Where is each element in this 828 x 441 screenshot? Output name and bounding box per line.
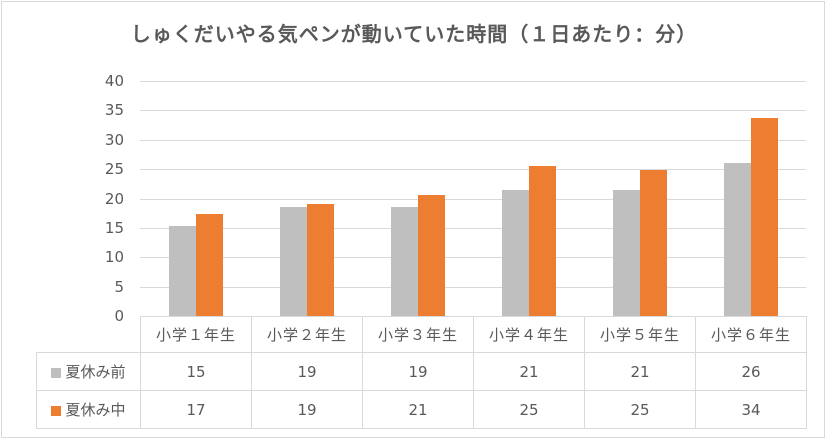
category-label: 小学１年生: [140, 316, 252, 353]
bar-during: [195, 214, 223, 316]
plot-area: [140, 81, 806, 316]
y-tick: 30: [104, 131, 124, 149]
table-cell: 26: [695, 352, 807, 391]
gridline: [140, 169, 806, 170]
bar-during: [417, 194, 445, 316]
gridline: [140, 110, 806, 111]
gridline: [140, 287, 806, 288]
gridline: [140, 81, 806, 82]
table-cell: 17: [140, 390, 252, 429]
table-cell: 25: [584, 390, 696, 429]
category-label: 小学５年生: [584, 316, 696, 353]
category-row: 小学１年生 小学２年生 小学３年生 小学４年生 小学５年生 小学６年生: [36, 316, 807, 353]
data-table: 小学１年生 小学２年生 小学３年生 小学４年生 小学５年生 小学６年生 夏休み前…: [36, 316, 807, 429]
bar-before: [723, 163, 751, 316]
y-tick: 10: [104, 248, 124, 266]
legend-entry: 夏休み中: [36, 390, 141, 429]
table-cell: 19: [251, 390, 363, 429]
table-cell: 19: [251, 352, 363, 391]
series-row-during: 夏休み中 17 19 21 25 25 34: [36, 390, 807, 429]
bar-before: [168, 226, 196, 316]
y-tick: 15: [104, 219, 124, 237]
bar-during: [750, 118, 778, 316]
gridline: [140, 228, 806, 229]
gridline: [140, 199, 806, 200]
bar-during: [639, 170, 667, 316]
bar-before: [279, 206, 307, 316]
category-label: 小学６年生: [695, 316, 807, 353]
table-cell: 21: [584, 352, 696, 391]
bar-during: [528, 166, 556, 316]
legend-key-gray-icon: [51, 367, 62, 378]
table-cell: 21: [473, 352, 585, 391]
y-tick: 20: [104, 190, 124, 208]
table-cell: 21: [362, 390, 474, 429]
bar-during: [306, 204, 334, 316]
y-tick: 0: [114, 307, 124, 325]
category-label: 小学２年生: [251, 316, 363, 353]
y-tick: 40: [104, 72, 124, 90]
bar-before: [390, 206, 418, 316]
table-cell: 19: [362, 352, 474, 391]
y-tick: 35: [104, 101, 124, 119]
gridline: [140, 257, 806, 258]
y-tick: 25: [104, 160, 124, 178]
category-label: 小学３年生: [362, 316, 474, 353]
table-cell: 15: [140, 352, 252, 391]
gridline: [140, 140, 806, 141]
table-cell: 25: [473, 390, 585, 429]
legend-key-orange-icon: [51, 405, 62, 416]
table-cell: 34: [695, 390, 807, 429]
chart-title: しゅくだいやる気ペンが動いていた時間（１日あたり：分）: [130, 22, 698, 46]
y-tick: 5: [114, 278, 124, 296]
series-row-before: 夏休み前 15 19 19 21 21 26: [36, 352, 807, 391]
legend-entry: 夏休み前: [36, 352, 141, 391]
category-label: 小学４年生: [473, 316, 585, 353]
bar-before: [501, 190, 529, 316]
bar-before: [612, 190, 640, 316]
